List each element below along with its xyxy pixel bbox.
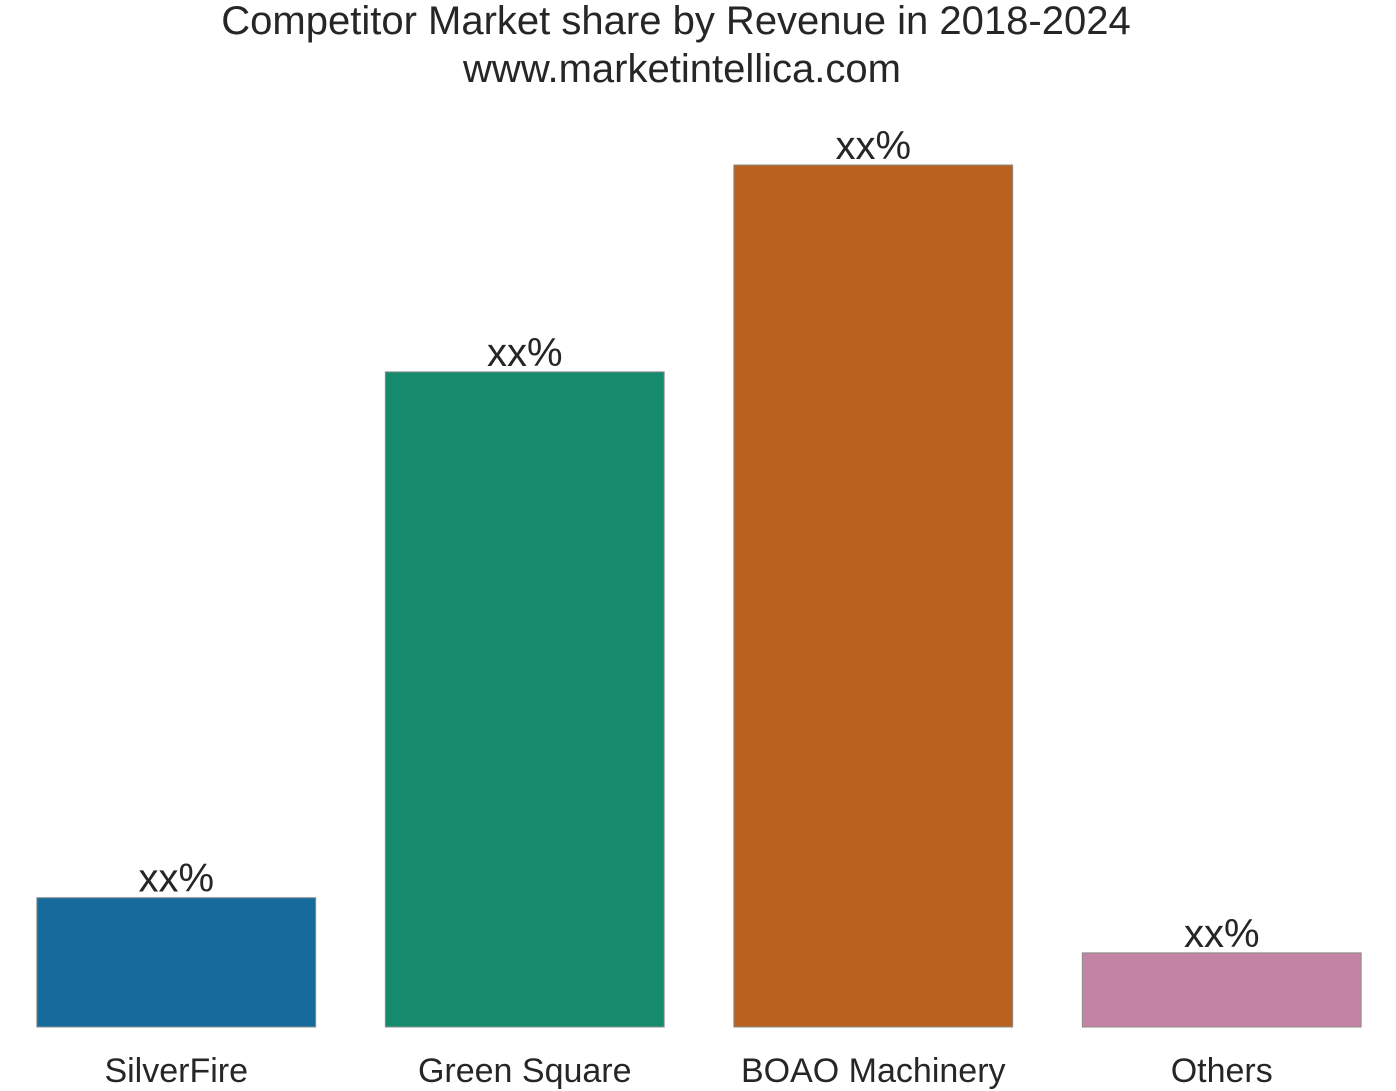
bar-green-square [384,371,665,1028]
bar-boao-machinery [733,164,1014,1028]
x-tick-labels-group: SilverFire Green Square BOAO Machinery Othe… [104,1052,1272,1090]
value-labels-group: xx% xx% xx% xx% [138,124,1259,956]
value-label: xx% [1184,912,1260,956]
value-label: xx% [835,124,911,168]
x-tick-label: SilverFire [104,1052,248,1090]
x-tick-label: BOAO Machinery [741,1052,1006,1090]
value-label: xx% [138,857,214,901]
bars-group [36,164,1362,1028]
value-label: xx% [487,331,563,375]
bar-silverfire [36,897,317,1028]
chart-subtitle: www.marketintellica.com [462,47,901,91]
x-tick-label: Green Square [418,1052,632,1090]
bar-others [1081,952,1362,1028]
chart-title: Competitor Market share by Revenue in 20… [221,0,1130,43]
x-tick-label: Others [1171,1052,1273,1090]
